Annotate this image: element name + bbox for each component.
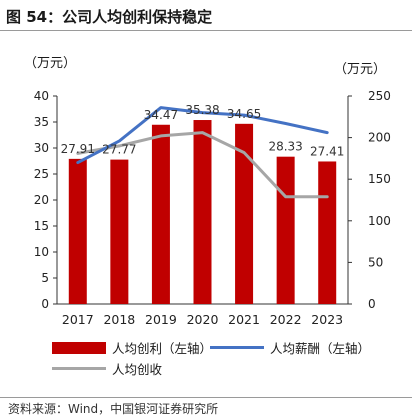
category-label: 2017 [62,312,94,327]
figure-title: 图 54：公司人均创利保持稳定 [6,8,213,26]
category-label: 2022 [270,312,302,327]
footer-divider [0,397,412,398]
right-tick-label: 50 [368,255,383,269]
bar-profit-2018 [110,159,129,304]
left-tick-label: 30 [34,141,49,155]
bar-profit-2021 [235,123,254,304]
legend-label-salary: 人均薪酬（左轴） [270,341,371,356]
left-tick-label: 40 [34,89,49,103]
source-note: 资料来源：Wind，中国银河证券研究所 [8,402,219,416]
legend-label-revenue: 人均创收 [112,362,163,377]
right-tick-label: 250 [368,89,391,103]
bar-data-label: 35.38 [185,103,219,117]
bar-data-label: 34.47 [144,108,178,122]
chart-svg: 0 5 10 15 20 25 30 35 40 0 50 100 150 200 250 27.91 27.7… [34,89,391,327]
bar-profit-2019 [151,124,170,304]
right-tick-label: 100 [368,214,391,228]
category-label: 2019 [145,312,177,327]
left-tick-label: 5 [41,271,49,285]
bar-data-label: 27.91 [61,142,95,156]
right-tick-label: 200 [368,131,391,145]
left-tick-label: 0 [41,297,49,311]
legend-label-profit: 人均创利（左轴） [112,341,213,356]
bar-data-label: 34.65 [227,107,261,121]
category-label: 2021 [228,312,260,327]
bar-profit-2022 [276,156,295,304]
legend-swatch-salary [210,346,264,349]
left-tick-label: 20 [34,193,49,207]
bar-data-label: 27.41 [310,144,344,158]
left-tick-label: 10 [34,245,49,259]
right-tick-label: 150 [368,172,391,186]
bar-data-label: 27.77 [102,143,136,157]
title-divider [0,30,412,31]
right-axis-unit: （万元） [334,62,387,77]
line-revenue [76,131,329,199]
category-label: 2020 [187,312,219,327]
category-label: 2018 [103,312,135,327]
right-tick-label: 0 [368,297,376,311]
category-label: 2023 [311,312,343,327]
legend-swatch-revenue [52,367,106,370]
left-tick-label: 35 [34,115,49,129]
bar-profit-2017 [68,158,87,304]
left-tick-label: 25 [34,167,49,181]
bar-profit-2023 [318,161,337,304]
left-tick-label: 15 [34,219,49,233]
line-salary [76,106,329,165]
bar-data-label: 28.33 [268,140,302,154]
legend-swatch-bar [52,342,106,354]
left-axis-unit: （万元） [24,56,77,71]
bar-profit-2020 [193,120,212,304]
